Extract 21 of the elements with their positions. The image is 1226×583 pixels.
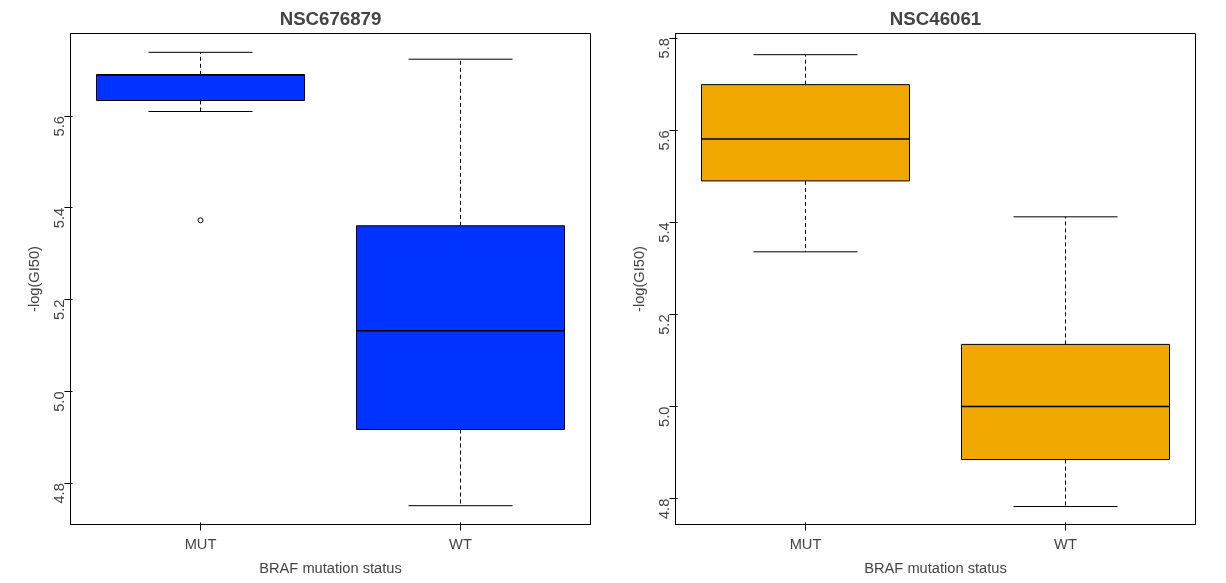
x-tick-label: MUT bbox=[184, 535, 217, 552]
y-tick-label: 5.6 bbox=[51, 116, 68, 137]
chart-title: NSC46061 bbox=[889, 7, 982, 29]
y-tick-label: 5.0 bbox=[656, 406, 673, 427]
y-axis-title: -log(GI50) bbox=[630, 246, 647, 312]
x-tick-label: MUT bbox=[789, 535, 822, 552]
y-tick-label: 5.4 bbox=[51, 207, 68, 229]
y-tick-label: 4.8 bbox=[656, 498, 673, 520]
chart-title: NSC676879 bbox=[279, 7, 382, 29]
y-tick-label: 5.4 bbox=[656, 222, 673, 243]
x-axis-title: BRAF mutation status bbox=[864, 559, 1007, 576]
x-axis-title: BRAF mutation status bbox=[259, 559, 402, 576]
y-tick-label: 5.0 bbox=[51, 391, 68, 412]
y-tick-label: 5.2 bbox=[51, 299, 68, 321]
y-tick-label: 5.6 bbox=[656, 130, 673, 151]
y-axis-title: -log(GI50) bbox=[25, 246, 42, 312]
y-tick-label: 4.8 bbox=[51, 483, 68, 504]
y-tick-label: 5.8 bbox=[656, 38, 673, 59]
x-tick-label: WT bbox=[449, 535, 472, 552]
y-tick-label: 5.2 bbox=[656, 314, 673, 335]
x-tick-label: WT bbox=[1054, 535, 1077, 552]
